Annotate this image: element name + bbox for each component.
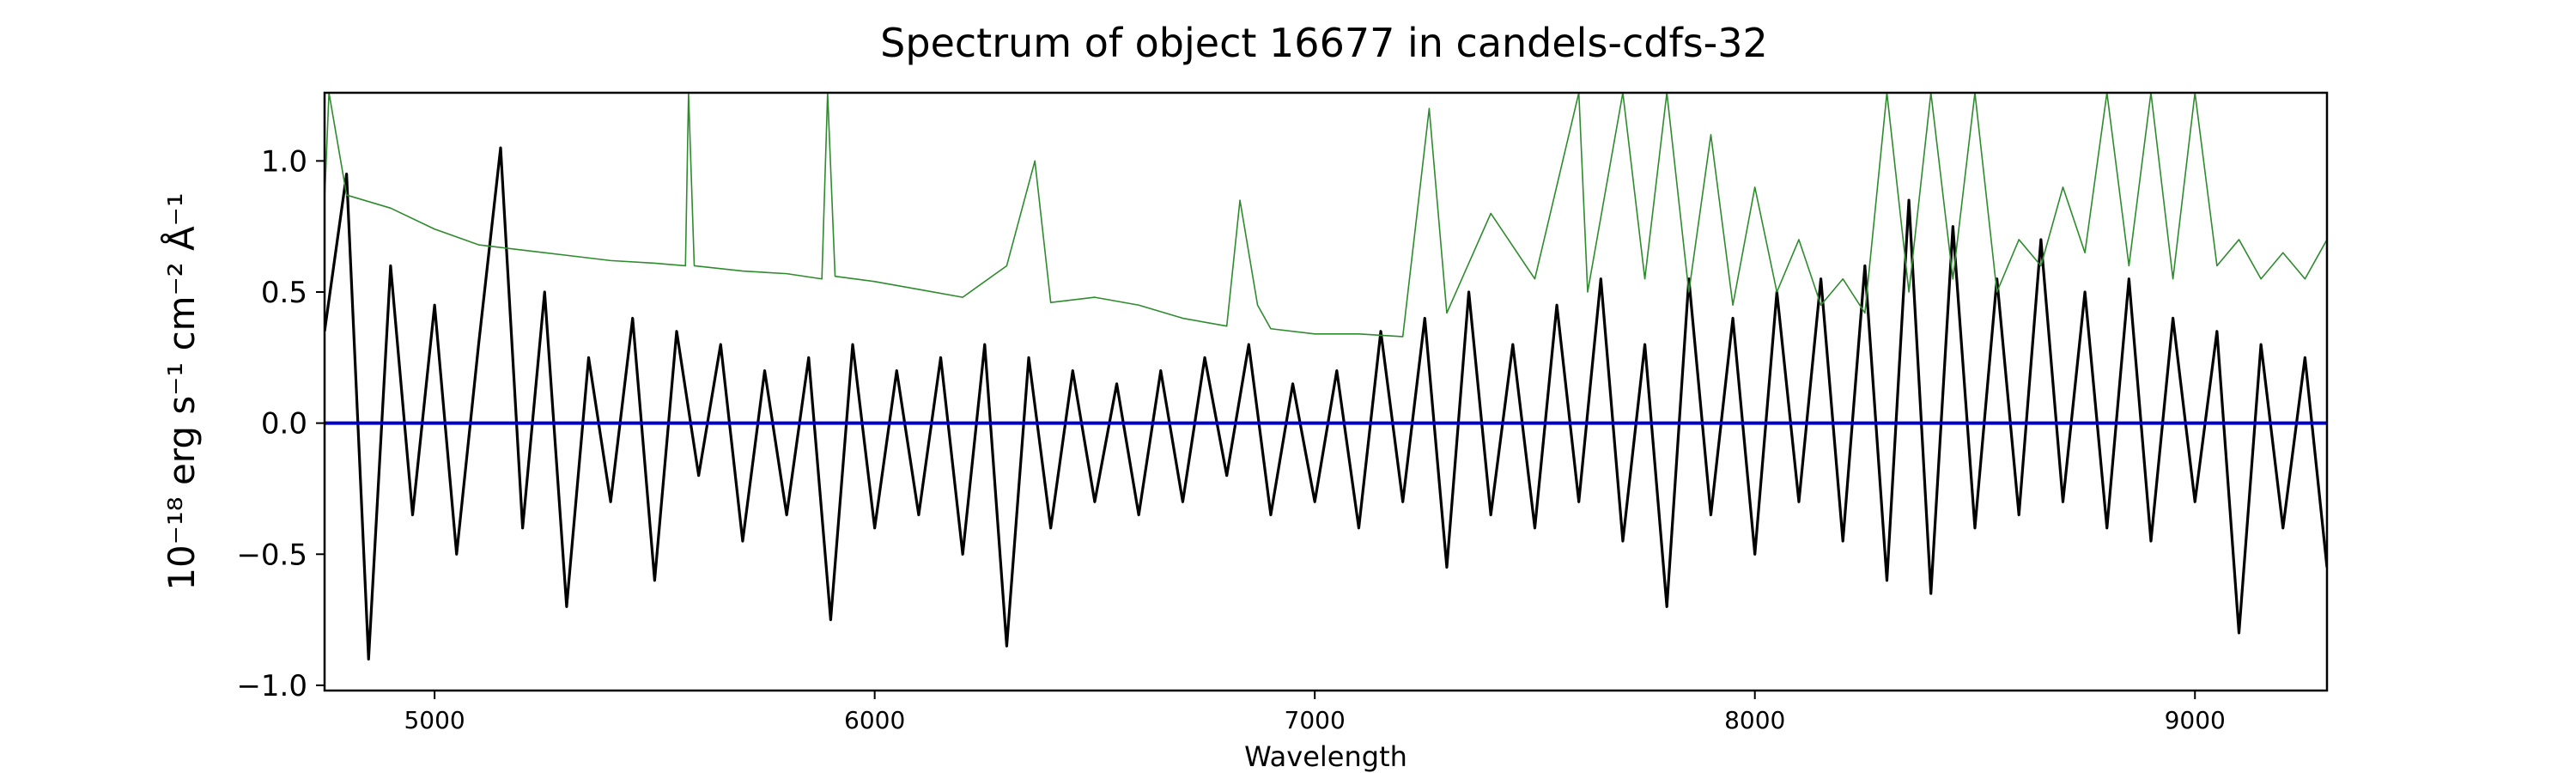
x-axis-label: Wavelength xyxy=(1244,740,1407,773)
series-line-0 xyxy=(325,146,2327,660)
y-tick-label: −1.0 xyxy=(236,669,307,703)
chart-title: Spectrum of object 16677 in candels-cdfs… xyxy=(880,20,1768,66)
y-axis-label: 10⁻¹⁸ erg s⁻¹ cm⁻² Å⁻¹ xyxy=(160,192,203,590)
y-tick-label: −0.5 xyxy=(236,538,307,572)
y-tick-label: 1.0 xyxy=(261,144,307,179)
y-tick-label: 0.0 xyxy=(261,407,307,441)
x-tick-label: 7000 xyxy=(1285,706,1346,734)
x-tick-label: 5000 xyxy=(404,706,465,734)
x-tick-label: 6000 xyxy=(844,706,905,734)
series-layer xyxy=(325,93,2327,660)
x-tick-label: 8000 xyxy=(1724,706,1785,734)
y-axis-ticks: −1.0 −0.5 0.0 0.5 1.0 xyxy=(236,144,325,703)
x-axis-ticks: 5000 6000 7000 8000 9000 xyxy=(404,691,2226,734)
x-tick-label: 9000 xyxy=(2165,706,2226,734)
y-tick-label: 0.5 xyxy=(261,276,307,310)
series-line-1 xyxy=(325,93,2327,338)
plot-frame xyxy=(323,91,2329,692)
